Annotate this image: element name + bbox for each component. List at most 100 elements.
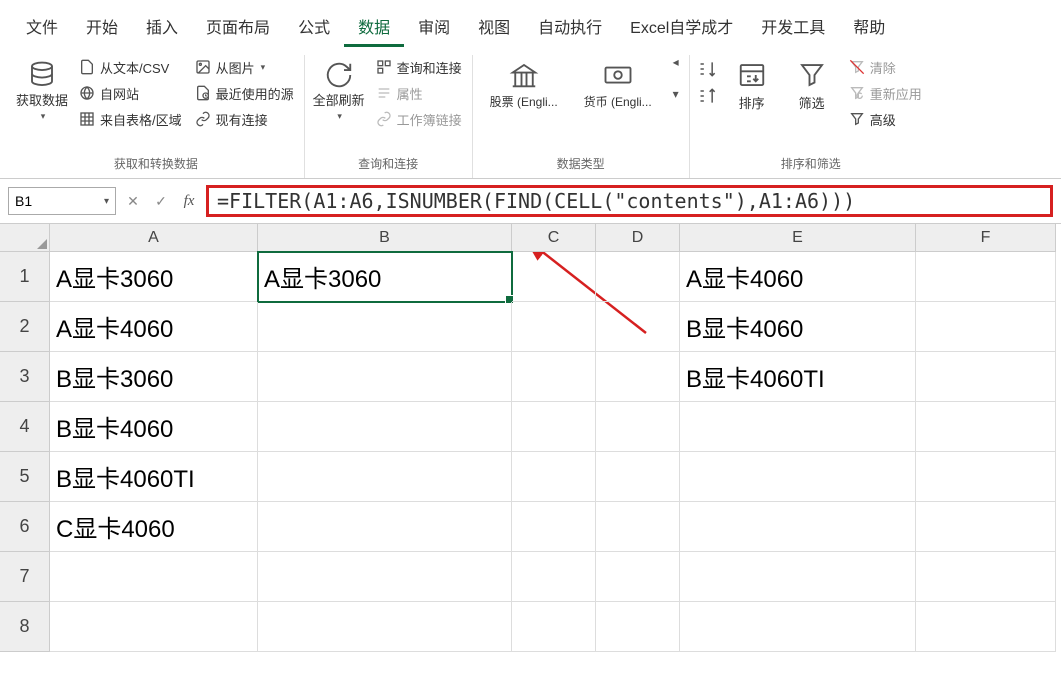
accept-formula-button[interactable]: ✓ [150, 190, 172, 212]
cell-D4[interactable] [596, 402, 680, 452]
datatype-prev-icon[interactable]: ◂ [673, 55, 679, 69]
from-pic-button[interactable]: 从图片▾ [190, 55, 298, 79]
cell-B6[interactable] [258, 502, 512, 552]
tab-view[interactable]: 视图 [464, 8, 524, 47]
name-box[interactable]: B1▾ [8, 187, 116, 215]
tab-help[interactable]: 帮助 [839, 8, 899, 47]
sort-za-icon[interactable] [698, 86, 718, 111]
cell-C6[interactable] [512, 502, 596, 552]
cell-C1[interactable] [512, 252, 596, 302]
cell-B7[interactable] [258, 552, 512, 602]
cell-A1[interactable]: A显卡3060 [50, 252, 258, 302]
cell-A8[interactable] [50, 602, 258, 652]
cell-D2[interactable] [596, 302, 680, 352]
currency-button[interactable]: 货币 (Engli... [573, 55, 663, 114]
cell-F7[interactable] [916, 552, 1056, 602]
cell-C8[interactable] [512, 602, 596, 652]
sort-az-icon[interactable] [698, 59, 718, 84]
cell-A3[interactable]: B显卡3060 [50, 352, 258, 402]
tab-formulas[interactable]: 公式 [284, 8, 344, 47]
cell-C5[interactable] [512, 452, 596, 502]
cell-E6[interactable] [680, 502, 916, 552]
from-csv-button[interactable]: 从文本/CSV [74, 55, 186, 79]
row-header-1[interactable]: 1 [0, 252, 50, 302]
column-header-D[interactable]: D [596, 224, 680, 252]
row-header-3[interactable]: 3 [0, 352, 50, 402]
row-header-4[interactable]: 4 [0, 402, 50, 452]
cell-C7[interactable] [512, 552, 596, 602]
cell-C4[interactable] [512, 402, 596, 452]
from-web-button[interactable]: 自网站 [74, 81, 186, 105]
select-all-corner[interactable] [0, 224, 50, 252]
cancel-formula-button[interactable]: ✕ [122, 190, 144, 212]
cell-F1[interactable] [916, 252, 1056, 302]
column-header-A[interactable]: A [50, 224, 258, 252]
cell-A4[interactable]: B显卡4060 [50, 402, 258, 452]
formula-input[interactable]: =FILTER(A1:A6,ISNUMBER(FIND(CELL("conten… [206, 185, 1053, 217]
cell-A6[interactable]: C显卡4060 [50, 502, 258, 552]
refresh-all-button[interactable]: 全部刷新 ▾ [311, 55, 367, 126]
cell-D8[interactable] [596, 602, 680, 652]
cell-E8[interactable] [680, 602, 916, 652]
cell-B1[interactable]: A显卡3060 [258, 252, 512, 302]
cell-E3[interactable]: B显卡4060TI [680, 352, 916, 402]
cell-F6[interactable] [916, 502, 1056, 552]
cell-F4[interactable] [916, 402, 1056, 452]
advanced-button[interactable]: 高级 [844, 107, 926, 131]
from-table-button[interactable]: 来自表格/区域 [74, 107, 186, 131]
cell-D1[interactable] [596, 252, 680, 302]
cell-A2[interactable]: A显卡4060 [50, 302, 258, 352]
cell-B3[interactable] [258, 352, 512, 402]
row-header-5[interactable]: 5 [0, 452, 50, 502]
cell-D7[interactable] [596, 552, 680, 602]
get-data-button[interactable]: 获取数据 ▾ [14, 55, 70, 126]
cell-A7[interactable] [50, 552, 258, 602]
tab-auto[interactable]: 自动执行 [524, 8, 616, 47]
column-header-E[interactable]: E [680, 224, 916, 252]
row-header-7[interactable]: 7 [0, 552, 50, 602]
cell-B2[interactable] [258, 302, 512, 352]
tab-insert[interactable]: 插入 [132, 8, 192, 47]
cell-A5[interactable]: B显卡4060TI [50, 452, 258, 502]
tab-data[interactable]: 数据 [344, 8, 404, 47]
cell-B8[interactable] [258, 602, 512, 652]
cell-E5[interactable] [680, 452, 916, 502]
cell-E1[interactable]: A显卡4060 [680, 252, 916, 302]
existing-conn-button[interactable]: 现有连接 [190, 107, 298, 131]
row-header-8[interactable]: 8 [0, 602, 50, 652]
cell-B5[interactable] [258, 452, 512, 502]
cell-F2[interactable] [916, 302, 1056, 352]
cell-C3[interactable] [512, 352, 596, 402]
tab-home[interactable]: 开始 [72, 8, 132, 47]
column-header-C[interactable]: C [512, 224, 596, 252]
tab-layout[interactable]: 页面布局 [192, 8, 284, 47]
sort-button[interactable]: 排序 [724, 55, 780, 116]
datatype-next-icon[interactable]: ▾ [673, 87, 679, 101]
recent-sources-button[interactable]: 最近使用的源 [190, 81, 298, 105]
cell-E2[interactable]: B显卡4060 [680, 302, 916, 352]
cell-D5[interactable] [596, 452, 680, 502]
cell-C2[interactable] [512, 302, 596, 352]
cell-F8[interactable] [916, 602, 1056, 652]
tab-dev[interactable]: 开发工具 [747, 8, 839, 47]
fx-button[interactable]: fx [178, 190, 200, 212]
filter-button[interactable]: 筛选 [784, 55, 840, 116]
cell-B4[interactable] [258, 402, 512, 452]
column-header-B[interactable]: B [258, 224, 512, 252]
cell-D6[interactable] [596, 502, 680, 552]
tab-review[interactable]: 审阅 [404, 8, 464, 47]
cell-E7[interactable] [680, 552, 916, 602]
cell-E4[interactable] [680, 402, 916, 452]
tab-file[interactable]: 文件 [12, 8, 72, 47]
row-header-6[interactable]: 6 [0, 502, 50, 552]
group-label-datatypes: 数据类型 [479, 151, 683, 178]
stocks-button[interactable]: 股票 (Engli... [479, 55, 569, 114]
namebox-dropdown-icon[interactable]: ▾ [104, 196, 109, 207]
cell-F3[interactable] [916, 352, 1056, 402]
cell-F5[interactable] [916, 452, 1056, 502]
row-header-2[interactable]: 2 [0, 302, 50, 352]
queries-button[interactable]: 查询和连接 [371, 55, 466, 79]
column-header-F[interactable]: F [916, 224, 1056, 252]
cell-D3[interactable] [596, 352, 680, 402]
tab-learn[interactable]: Excel自学成才 [616, 8, 747, 47]
